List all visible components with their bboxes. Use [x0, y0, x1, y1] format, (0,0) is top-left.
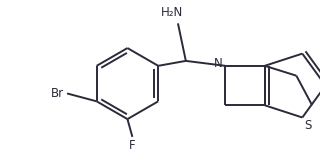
Text: S: S [304, 119, 312, 132]
Text: N: N [213, 57, 223, 70]
Text: F: F [129, 139, 136, 152]
Text: H₂N: H₂N [161, 6, 183, 20]
Text: Br: Br [51, 87, 64, 100]
